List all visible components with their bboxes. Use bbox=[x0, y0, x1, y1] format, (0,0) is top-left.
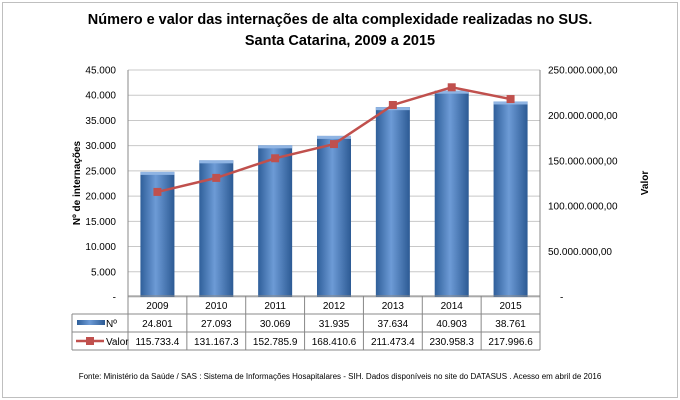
y-tick-label: - bbox=[113, 293, 116, 304]
bar bbox=[199, 160, 234, 297]
data-label-valor: 211.473.4 bbox=[371, 337, 415, 348]
x-tick-label: 2013 bbox=[382, 301, 405, 312]
bar bbox=[317, 135, 351, 297]
x-tick-label: 2010 bbox=[205, 301, 228, 312]
line-marker bbox=[330, 140, 338, 149]
source-note: Fonte: Ministério da Saúde / SAS : Siste… bbox=[78, 372, 602, 381]
bar bbox=[493, 101, 528, 297]
data-label-valor: 217.996.6 bbox=[488, 337, 533, 348]
legend-bar-swatch bbox=[77, 320, 105, 325]
y-tick-label: 10.000 bbox=[85, 242, 116, 253]
line-marker bbox=[506, 95, 515, 104]
x-tick-label: 2012 bbox=[323, 301, 346, 312]
legend-valor: Valor bbox=[106, 337, 129, 348]
line-marker bbox=[271, 154, 280, 163]
data-label-n: 31.935 bbox=[319, 319, 350, 330]
y-axis-title: Nº de internações bbox=[72, 140, 83, 225]
bar-top bbox=[258, 145, 293, 149]
line-marker bbox=[212, 173, 221, 182]
chart-subtitle: Santa Catarina, 2009 a 2015 bbox=[244, 33, 436, 49]
data-label-valor: 230.958.3 bbox=[429, 337, 474, 348]
chart-title: Número e valor das internações de alta c… bbox=[87, 12, 593, 28]
bar-top bbox=[140, 171, 175, 175]
data-label-n: 40.903 bbox=[436, 319, 467, 330]
y2-axis-title: Valor bbox=[640, 171, 651, 196]
y-tick-label: 45.000 bbox=[85, 66, 116, 77]
x-tick-label: 2009 bbox=[146, 301, 169, 312]
line-marker bbox=[388, 100, 397, 109]
data-label-valor: 168.410.6 bbox=[312, 337, 357, 348]
y-tick-label: 40.000 bbox=[85, 91, 116, 102]
y2-tick-label: 150.000.000,00 bbox=[548, 156, 618, 167]
y-tick-label: 25.000 bbox=[85, 166, 116, 177]
y2-tick-label: 200.000.000,00 bbox=[548, 111, 618, 122]
y-tick-label: 30.000 bbox=[85, 141, 116, 152]
y-tick-label: 35.000 bbox=[85, 116, 116, 127]
x-tick-label: 2014 bbox=[441, 301, 464, 312]
y2-tick-label: 250.000.000,00 bbox=[548, 66, 618, 77]
y-tick-label: 5.000 bbox=[91, 267, 116, 278]
x-tick-label: 2015 bbox=[499, 301, 522, 312]
data-label-valor: 131.167.3 bbox=[194, 337, 239, 348]
data-label-n: 37.634 bbox=[378, 319, 409, 330]
data-label-valor: 115.733.4 bbox=[136, 337, 180, 348]
x-tick-label: 2011 bbox=[264, 301, 286, 312]
bar-top bbox=[434, 90, 469, 94]
bar-top bbox=[199, 160, 234, 164]
y2-tick-label: - bbox=[560, 293, 563, 304]
bar bbox=[434, 90, 469, 298]
y2-tick-label: 50.000.000,00 bbox=[548, 247, 612, 258]
data-label-n: 27.093 bbox=[201, 319, 232, 330]
y-tick-label: 20.000 bbox=[85, 192, 116, 203]
data-label-n: 30.069 bbox=[260, 319, 291, 330]
line-marker bbox=[447, 83, 456, 92]
bar-top bbox=[317, 135, 351, 139]
y-tick-label: 15.000 bbox=[85, 217, 116, 228]
legend-n: Nº bbox=[106, 319, 117, 330]
data-label-n: 38.761 bbox=[495, 319, 526, 330]
data-label-n: 24.801 bbox=[142, 319, 173, 330]
bar bbox=[258, 145, 293, 297]
data-label-valor: 152.785.9 bbox=[253, 337, 298, 348]
legend-line-marker bbox=[86, 337, 94, 345]
y2-tick-label: 100.000.000,00 bbox=[548, 202, 618, 213]
bar bbox=[375, 107, 410, 297]
line-marker bbox=[153, 187, 162, 196]
